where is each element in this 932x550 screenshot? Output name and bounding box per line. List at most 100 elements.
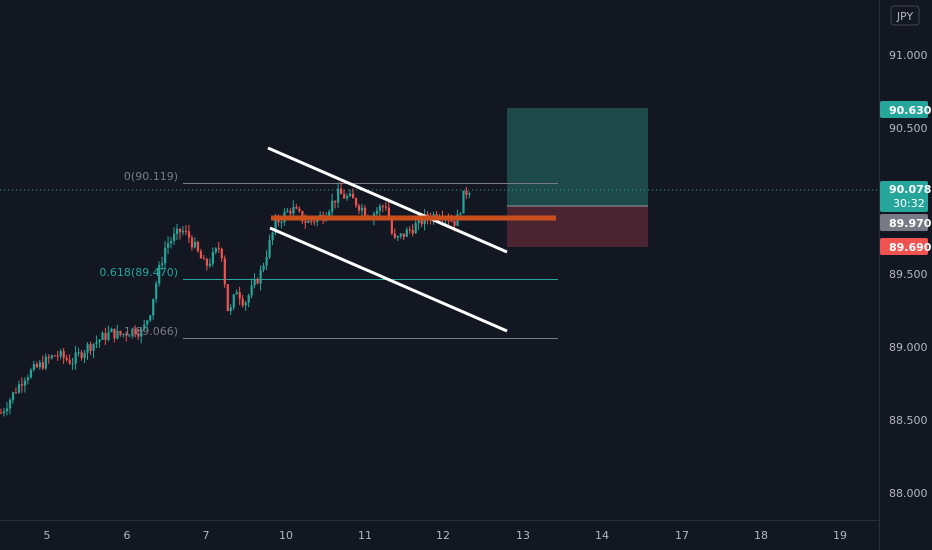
candle-body — [390, 219, 393, 234]
candle-body — [119, 330, 122, 335]
candle-body — [286, 210, 289, 213]
candle-body — [328, 211, 331, 217]
candle-body — [399, 233, 402, 237]
candle-body — [196, 241, 200, 252]
x-tick-label: 7 — [203, 529, 210, 542]
candle-body — [259, 269, 262, 284]
candle-body — [173, 233, 176, 241]
candle-body — [459, 213, 462, 215]
y-tick-label: 88.000 — [889, 487, 928, 500]
candle-body — [331, 200, 334, 212]
candle-body — [50, 355, 53, 359]
stop-price-text: 89.690 — [889, 241, 932, 254]
candle-body — [134, 328, 137, 335]
countdown-text: 30:32 — [893, 197, 925, 210]
candle-body — [110, 328, 113, 333]
channel-bottom-line[interactable] — [269, 226, 508, 333]
candle-body — [143, 324, 146, 330]
candle-body — [23, 380, 27, 386]
x-tick-label: 12 — [436, 529, 450, 542]
candle-body — [8, 399, 12, 409]
candle-body — [35, 364, 38, 368]
candle-body — [131, 328, 134, 336]
candle-body — [232, 294, 235, 308]
candle-body — [80, 352, 83, 358]
x-tick-label: 18 — [754, 529, 768, 542]
candle-body — [268, 239, 271, 258]
candle-body — [59, 351, 62, 357]
candle-body — [375, 210, 379, 214]
x-tick-label: 11 — [358, 529, 372, 542]
candle-body — [241, 298, 244, 306]
candle-body — [393, 233, 396, 238]
fib-label-0: 0(90.119) — [124, 170, 178, 183]
candle-body — [83, 352, 86, 358]
candle-body — [408, 229, 411, 231]
candle-body — [307, 221, 310, 223]
candle-body — [116, 330, 119, 339]
candle-body — [5, 408, 9, 412]
candle-body — [175, 228, 179, 234]
profit-zone[interactable] — [507, 108, 648, 206]
candle-body — [420, 217, 423, 225]
currency-button[interactable] — [890, 5, 920, 26]
candle-body — [387, 207, 390, 220]
candle-body — [170, 240, 173, 244]
candle-body — [53, 355, 56, 357]
candle-body — [295, 207, 298, 209]
candle-body — [292, 207, 295, 214]
x-tick-label: 19 — [833, 529, 847, 542]
candle-body — [137, 334, 140, 337]
candle-body — [98, 339, 101, 342]
candle-body — [343, 194, 346, 199]
candle-body — [250, 285, 253, 296]
candle-body — [161, 263, 164, 266]
candle-body — [211, 251, 214, 264]
y-tick-label: 91.000 — [889, 49, 928, 62]
candle-body — [354, 198, 358, 206]
candle-body — [346, 196, 349, 199]
candle-body — [468, 193, 471, 195]
candle-body — [122, 333, 125, 335]
candle-body — [349, 193, 352, 197]
candle-body — [289, 210, 292, 214]
x-tick-label: 5 — [44, 529, 51, 542]
candle-body — [38, 362, 41, 368]
candle-body — [274, 218, 277, 233]
candle-body — [363, 207, 367, 216]
candle-body — [107, 332, 110, 340]
current-price-tag — [880, 181, 928, 212]
channel-top-line[interactable] — [267, 146, 508, 254]
candle-body — [190, 237, 194, 248]
candle-body — [32, 364, 36, 370]
candle-body — [68, 359, 71, 364]
candle-body — [71, 363, 74, 365]
candle-body — [304, 221, 307, 223]
candle-body — [357, 205, 361, 211]
candle-body — [158, 265, 161, 284]
candle-body — [62, 351, 65, 358]
fib-label-618: 0.618(89.470) — [99, 266, 178, 279]
y-tick-label: 89.500 — [889, 268, 928, 281]
candle-body — [101, 333, 104, 340]
x-tick-label: 14 — [595, 529, 609, 542]
current-price-text: 90.078 — [889, 183, 931, 196]
candle-body — [2, 411, 6, 413]
candle-body — [313, 221, 316, 223]
candle-body — [77, 352, 80, 354]
candle-body — [465, 190, 468, 195]
candle-body — [334, 200, 337, 203]
candle-body — [89, 344, 92, 351]
x-tick-label: 13 — [516, 529, 530, 542]
candle-body — [92, 343, 95, 351]
candle-body — [11, 392, 15, 400]
candle-body — [199, 251, 203, 259]
candle-body — [41, 362, 44, 369]
candle-body — [44, 356, 47, 369]
loss-zone[interactable] — [507, 206, 648, 247]
candle-body — [256, 279, 259, 284]
candle-body — [310, 221, 313, 223]
candle-body — [149, 315, 152, 321]
